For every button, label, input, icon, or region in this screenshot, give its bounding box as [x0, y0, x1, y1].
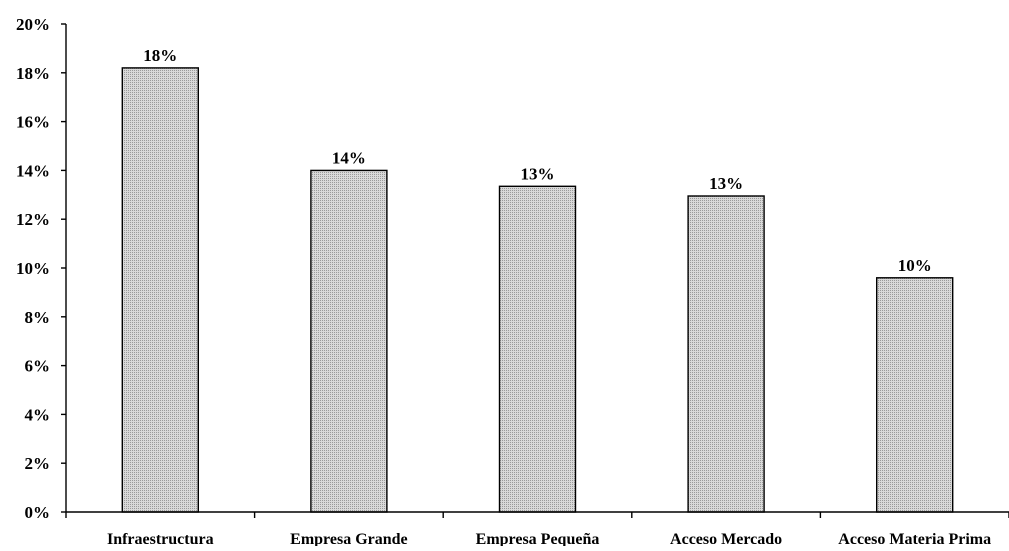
x-category-label-3: Empresa Pequeña — [476, 531, 600, 546]
bar-1 — [121, 67, 200, 513]
y-tick-label-9: 18% — [16, 64, 50, 83]
x-category-label-4: Acceso Mercado — [670, 531, 782, 546]
y-tick-label-10: 20% — [16, 15, 50, 34]
bar-3 — [498, 185, 577, 513]
bar-5 — [876, 277, 954, 513]
bar-4 — [687, 195, 765, 513]
x-category-label-5: Acceso Materia Prima — [838, 531, 991, 546]
y-tick-label-1: 2% — [25, 454, 51, 473]
bar-2 — [310, 169, 388, 513]
y-tick-label-2: 4% — [25, 405, 51, 424]
y-tick-label-0: 0% — [25, 503, 51, 522]
y-tick-label-7: 14% — [16, 161, 50, 180]
y-tick-label-8: 16% — [16, 113, 50, 132]
data-label-4: 13% — [709, 174, 743, 193]
x-category-label-2: Empresa Grande — [290, 531, 407, 546]
data-label-3: 13% — [521, 164, 555, 183]
axes-layer — [61, 23, 1009, 518]
data-label-2: 14% — [332, 148, 366, 167]
data-label-5: 10% — [898, 256, 932, 275]
y-tick-label-5: 10% — [16, 259, 50, 278]
bars-layer — [121, 67, 954, 513]
data-label-1: 18% — [143, 46, 177, 65]
labels-layer: 18% 14% 13% 13% 10% 0% 2% 4% 6% 8% 10% 12% 14% 16% 18%… — [16, 15, 991, 548]
x-category-label-1: Infraestructura — [107, 531, 214, 546]
y-tick-label-4: 8% — [25, 308, 51, 327]
y-tick-label-6: 12% — [16, 210, 50, 229]
y-tick-label-3: 6% — [25, 357, 51, 376]
